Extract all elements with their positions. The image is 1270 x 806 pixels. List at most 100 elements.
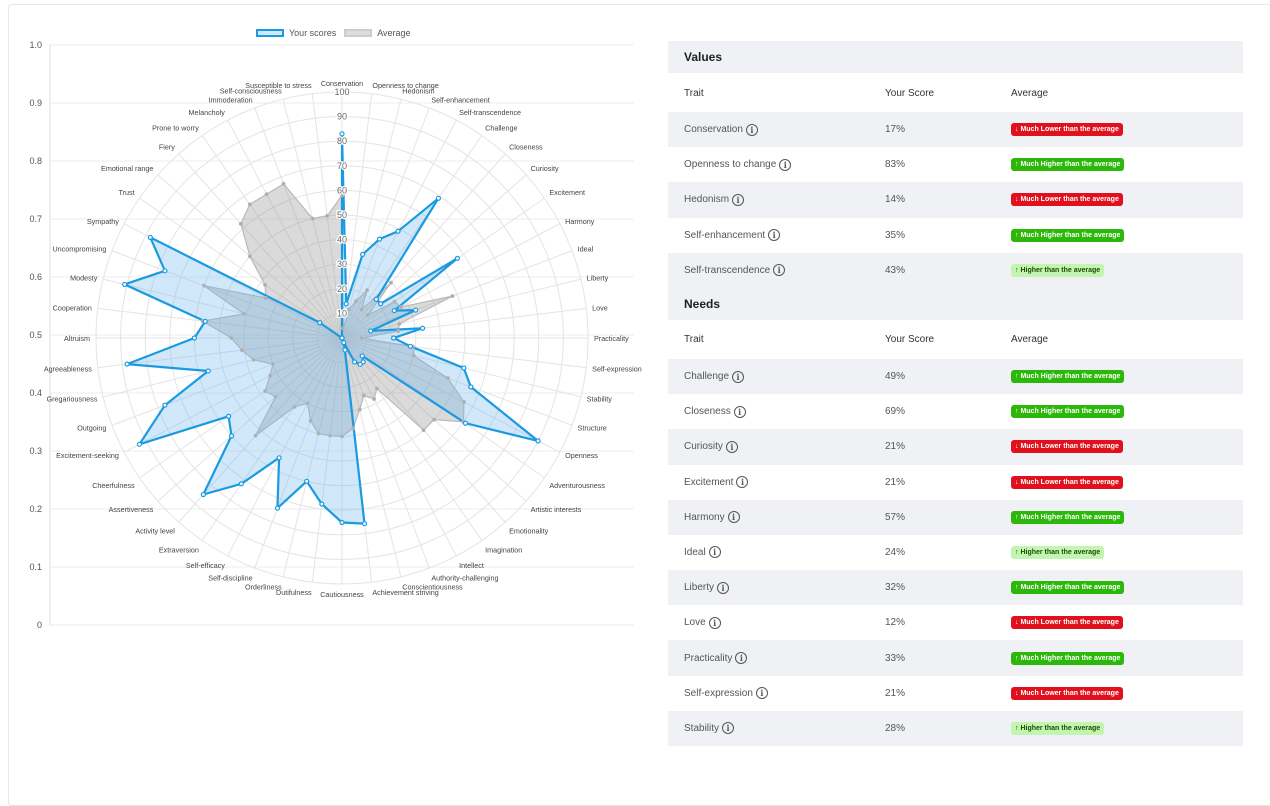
your-data-point bbox=[343, 301, 349, 307]
category-label: Modesty bbox=[70, 274, 98, 283]
radial-spoke bbox=[157, 337, 343, 502]
category-label: Cheerfulness bbox=[92, 481, 135, 490]
y-tick-label: 0 bbox=[37, 620, 42, 630]
info-icon[interactable]: i bbox=[745, 123, 758, 136]
info-icon[interactable]: i bbox=[773, 264, 786, 277]
your-data-point bbox=[461, 365, 467, 371]
info-icon[interactable]: i bbox=[733, 405, 746, 418]
radial-spoke bbox=[341, 153, 506, 339]
radial-spoke bbox=[227, 337, 343, 557]
radial-spoke bbox=[341, 223, 561, 339]
average-cell: ↑ Much Higher than the average bbox=[1011, 228, 1243, 242]
your-data-point bbox=[360, 251, 366, 258]
avg-data-point bbox=[388, 280, 393, 285]
info-icon[interactable]: i bbox=[732, 370, 745, 383]
avg-data-point bbox=[316, 431, 321, 436]
radial-tick-label: 60 bbox=[337, 185, 347, 195]
info-icon[interactable]: i bbox=[736, 476, 749, 489]
category-label: Extraversion bbox=[159, 545, 199, 554]
avg-data-point bbox=[264, 192, 269, 197]
info-icon[interactable]: i bbox=[717, 581, 730, 594]
info-icon[interactable]: i bbox=[727, 511, 740, 524]
comparison-badge: ↓ Much Lower than the average bbox=[1011, 475, 1123, 489]
table-row: Liberty i 32% ↑ Much Higher than the averag… bbox=[668, 570, 1243, 606]
info-icon[interactable]: i bbox=[722, 722, 735, 735]
radial-tick-label: 100 bbox=[334, 87, 349, 97]
y-tick-label: 0.1 bbox=[29, 562, 42, 572]
trait-cell: Hedonism i bbox=[668, 193, 885, 206]
info-icon[interactable]: i bbox=[708, 546, 721, 559]
avg-data-point bbox=[347, 307, 352, 312]
category-label: Harmony bbox=[565, 217, 595, 226]
category-label: Love bbox=[592, 304, 608, 313]
your-data-point bbox=[162, 402, 168, 408]
your-data-point bbox=[202, 318, 208, 324]
radar-chart: 0 0.1 0.2 0.3 0.4 0.5 0.6 0.7 0.8 0.9 1.0 10 20 30 40 5… bbox=[0, 0, 650, 650]
comparison-badge: ↑ Much Higher than the average bbox=[1011, 370, 1125, 384]
avg-data-point bbox=[238, 221, 243, 226]
legend-swatch-avg bbox=[344, 29, 373, 37]
average-cell: ↑ Higher than the average bbox=[1011, 263, 1243, 277]
average-cell: ↑ Much Higher than the average bbox=[1011, 651, 1243, 665]
comparison-badge: ↓ Much Lower than the average bbox=[1011, 686, 1123, 700]
category-label: Ideal bbox=[578, 245, 594, 254]
category-label: Agreeableness bbox=[44, 364, 92, 373]
col-average: Average bbox=[1011, 87, 1049, 99]
table-row: Ideal i 24% ↑ Higher than the average bbox=[668, 534, 1243, 571]
category-label: Openness bbox=[565, 451, 598, 460]
your-data-point bbox=[274, 505, 281, 511]
info-icon[interactable]: i bbox=[732, 193, 745, 206]
average-cell: ↑ Much Higher than the average bbox=[1011, 370, 1243, 384]
table-row: Excitement i 21% ↓ Much Lower than the aver… bbox=[668, 464, 1243, 500]
info-icon[interactable]: i bbox=[735, 652, 748, 665]
comparison-badge: ↑ Much Higher than the average bbox=[1011, 405, 1125, 419]
col-score: Your Score bbox=[885, 87, 935, 99]
score-cell: 21% bbox=[885, 441, 906, 453]
category-label: Conservation bbox=[321, 79, 363, 88]
trait-name: Self-expression bbox=[684, 687, 753, 699]
trait-name: Liberty bbox=[684, 582, 715, 594]
category-label: Fiery bbox=[159, 142, 175, 151]
legend-average[interactable]: Average bbox=[344, 28, 411, 38]
average-cell: ↓ Much Lower than the average bbox=[1011, 475, 1243, 489]
radial-spoke bbox=[341, 174, 527, 339]
avg-data-point bbox=[308, 418, 313, 423]
avg-data-point bbox=[341, 326, 346, 331]
trait-cell: Curiosity i bbox=[668, 440, 885, 453]
avg-data-point bbox=[273, 394, 278, 399]
info-icon[interactable]: i bbox=[779, 158, 792, 171]
avg-data-point bbox=[411, 353, 416, 358]
table-row: Curiosity i 21% ↓ Much Lower than the avera… bbox=[668, 429, 1243, 465]
your-data-point bbox=[317, 320, 323, 326]
radial-spoke bbox=[341, 278, 581, 339]
legend-your-scores[interactable]: Your scores bbox=[256, 28, 336, 38]
your-data-point bbox=[462, 420, 469, 426]
info-icon[interactable]: i bbox=[708, 616, 721, 629]
trait-name: Self-enhancement bbox=[684, 229, 766, 241]
traits-panel: Values Trait Your Score Average Conserva… bbox=[668, 41, 1243, 746]
your-data-point bbox=[342, 347, 348, 353]
score-cell: 35% bbox=[885, 229, 906, 241]
score-cell: 24% bbox=[885, 546, 906, 558]
table-row: Challenge i 49% ↑ Much Higher than the aver… bbox=[668, 358, 1243, 395]
category-label: Stability bbox=[587, 394, 613, 403]
trait-name: Self-transcendence bbox=[684, 264, 771, 276]
radial-spoke bbox=[341, 250, 573, 339]
comparison-badge: ↑ Higher than the average bbox=[1011, 721, 1105, 735]
comparison-badge: ↓ Much Lower than the average bbox=[1011, 123, 1123, 137]
col-trait: Trait bbox=[684, 334, 704, 346]
category-label: Immoderation bbox=[209, 95, 253, 104]
average-cell: ↓ Much Lower than the average bbox=[1011, 616, 1243, 630]
radial-spoke bbox=[178, 337, 343, 523]
needs-table-header: Trait Your Score Average bbox=[668, 320, 1243, 359]
avg-data-point bbox=[229, 335, 234, 340]
info-icon[interactable]: i bbox=[768, 229, 781, 242]
y-tick-label: 0.3 bbox=[29, 446, 42, 456]
your-data-point bbox=[124, 361, 130, 367]
avg-data-point bbox=[242, 311, 247, 316]
info-icon[interactable]: i bbox=[725, 440, 738, 453]
info-icon[interactable]: i bbox=[755, 687, 768, 700]
radial-spoke bbox=[97, 307, 343, 339]
radial-spoke bbox=[341, 337, 457, 557]
score-cell: 83% bbox=[885, 159, 906, 171]
